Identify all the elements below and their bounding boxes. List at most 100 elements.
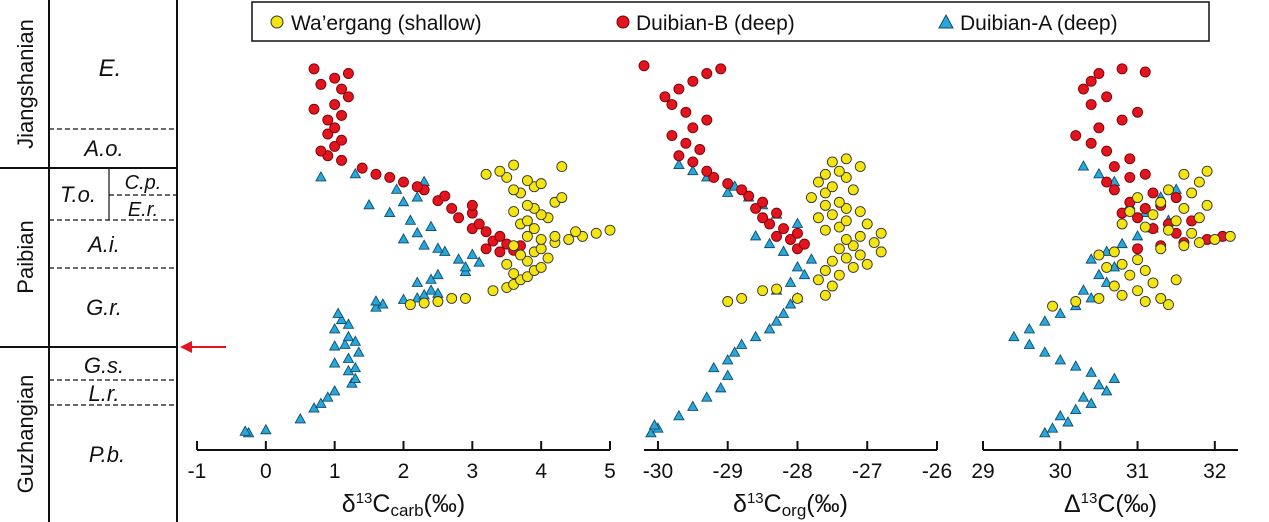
- x-tick-label: 3: [466, 460, 478, 483]
- data-point: [349, 167, 362, 179]
- data-point: [840, 153, 852, 165]
- zone-label: L.r.: [89, 381, 120, 406]
- data-point: [1193, 237, 1205, 249]
- data-point: [771, 283, 782, 295]
- data-point: [1078, 83, 1089, 95]
- panel-delta: 29 30 31 32 Δ13C(‰): [971, 63, 1238, 518]
- data-point: [792, 227, 803, 239]
- data-point: [501, 258, 513, 270]
- data-point: [439, 190, 451, 202]
- stage-label-guzhangian: Guzhangian: [13, 375, 38, 494]
- data-point: [826, 280, 838, 292]
- data-point: [425, 284, 437, 295]
- data-point: [1093, 122, 1105, 134]
- data-point: [1139, 202, 1151, 214]
- data-point: [847, 240, 859, 252]
- data-point: [466, 248, 479, 259]
- data-point: [1139, 265, 1151, 276]
- x-tick-label: -29: [713, 460, 743, 483]
- data-point: [875, 227, 887, 239]
- x-tick-label: 2: [398, 460, 410, 483]
- data-point: [819, 187, 831, 199]
- data-point: [1132, 285, 1143, 297]
- data-point: [411, 181, 423, 193]
- zone-label: G.r.: [86, 295, 122, 320]
- legend-item-deep-a: Duibian-A (deep): [938, 12, 1118, 35]
- data-point: [819, 224, 831, 236]
- data-point: [349, 372, 362, 384]
- data-point: [1201, 165, 1213, 177]
- data-point: [452, 253, 465, 264]
- data-point: [638, 60, 650, 72]
- data-point: [1108, 161, 1120, 173]
- legend-label: Duibian-A (deep): [960, 12, 1118, 35]
- data-point: [771, 230, 782, 242]
- data-point: [397, 195, 410, 207]
- data-point: [721, 186, 734, 197]
- data-point: [384, 171, 396, 183]
- data-point: [336, 134, 347, 146]
- scatter-panels: -1 0 1 2 3 4 5 δ13Ccarb(‰) -30 -29 -28 -27 -26 δ13Cor…: [188, 60, 1238, 520]
- data-point: [840, 171, 852, 183]
- data-point: [425, 220, 437, 232]
- data-point: [854, 230, 866, 242]
- data-point: [473, 218, 485, 230]
- data-point: [1054, 409, 1067, 421]
- data-point: [680, 137, 692, 149]
- data-point: [1170, 192, 1182, 204]
- data-point: [1100, 385, 1113, 396]
- data-point: [329, 140, 341, 152]
- data-point: [1085, 253, 1097, 264]
- data-point: [1093, 68, 1105, 79]
- legend-label: Wa’ergang (shallow): [291, 12, 482, 35]
- data-point: [1116, 218, 1128, 230]
- data-point: [743, 190, 755, 202]
- data-point: [1116, 258, 1128, 270]
- data-point: [1008, 330, 1020, 342]
- panel-carb: -1 0 1 2 3 4 5 δ13Ccarb(‰): [188, 63, 616, 520]
- data-point: [805, 253, 818, 264]
- data-point: [418, 239, 430, 250]
- data-point: [315, 145, 327, 157]
- data-point: [521, 175, 533, 186]
- x-tick-label: 1: [329, 460, 341, 483]
- data-point: [432, 296, 444, 307]
- data-point: [680, 106, 692, 118]
- data-point: [861, 218, 873, 230]
- zone-label: E.: [99, 55, 122, 82]
- data-point: [1116, 114, 1128, 126]
- data-point: [335, 313, 348, 325]
- data-point: [1085, 397, 1097, 408]
- data-point: [763, 237, 776, 249]
- x-tick-label: -28: [782, 460, 812, 483]
- x-tick-label: -30: [643, 460, 673, 483]
- data-point: [1101, 176, 1113, 188]
- data-point: [875, 246, 887, 258]
- data-point: [521, 230, 533, 242]
- data-point: [687, 400, 699, 411]
- data-point: [535, 261, 547, 273]
- data-point: [521, 271, 533, 283]
- data-point: [1224, 230, 1236, 242]
- zone-label: P.b.: [89, 442, 125, 467]
- data-point: [329, 72, 341, 84]
- data-point: [397, 233, 410, 244]
- data-point: [1132, 106, 1143, 118]
- data-point: [329, 122, 341, 134]
- data-point: [1108, 372, 1121, 384]
- data-point: [328, 357, 341, 368]
- x-tick-label: -1: [188, 460, 207, 483]
- data-point: [666, 130, 678, 142]
- data-point: [404, 214, 417, 225]
- data-point: [673, 150, 685, 162]
- data-point: [1093, 167, 1105, 179]
- data-point: [1116, 63, 1128, 75]
- data-point: [1186, 227, 1198, 239]
- data-point: [336, 109, 347, 121]
- data-point: [342, 68, 354, 79]
- data-point: [826, 255, 838, 267]
- data-point: [763, 323, 776, 334]
- data-point: [1131, 229, 1144, 241]
- data-point: [1085, 99, 1097, 110]
- data-point: [854, 249, 866, 261]
